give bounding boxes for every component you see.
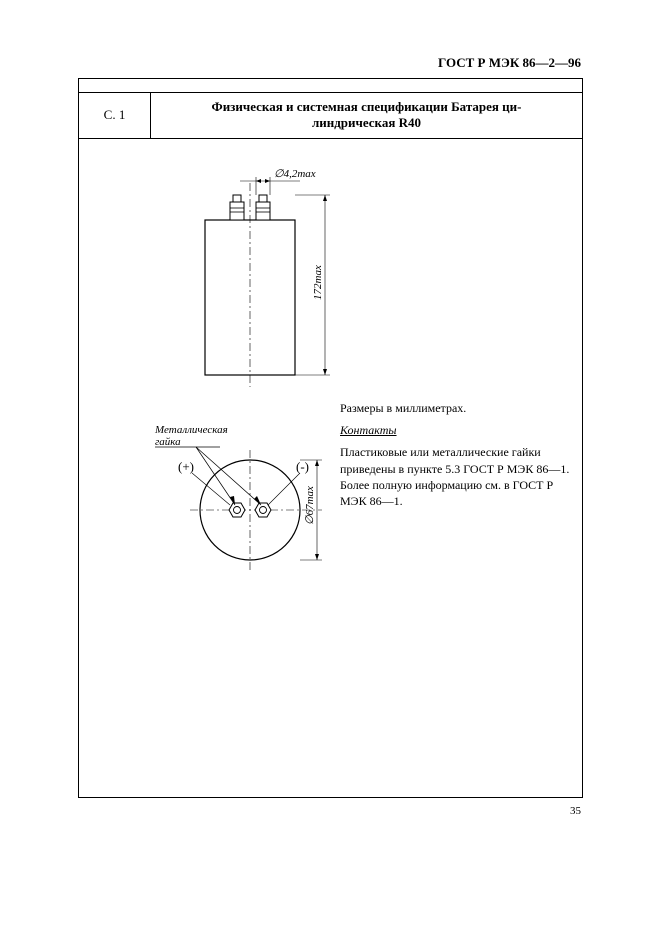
callout-label-2: гайка bbox=[155, 436, 181, 448]
dim-terminal-label: ∅4,2max bbox=[274, 168, 316, 180]
terminal-left bbox=[230, 195, 244, 220]
dim-diameter-label: ∅67max bbox=[304, 486, 316, 525]
title-cell: Физическая и системная спецификации Бата… bbox=[151, 93, 583, 139]
section-number-cell: С. 1 bbox=[79, 93, 151, 139]
page: ГОСТ Р МЭК 86—2—96 С. 1 Физическая и сис… bbox=[0, 0, 661, 935]
document-id: ГОСТ Р МЭК 86—2—96 bbox=[438, 55, 581, 71]
positive-label: (+) bbox=[178, 459, 194, 474]
dim-terminal-diameter: ∅4,2max bbox=[240, 168, 316, 195]
top-view: Металлическая гайка (+) (-) ∅67max bbox=[154, 424, 322, 570]
dim-height: 172max bbox=[295, 195, 330, 375]
terminal-right bbox=[256, 195, 270, 220]
title-block: С. 1 Физическая и системная спецификации… bbox=[78, 92, 583, 139]
units-note: Размеры в миллиметрах. bbox=[340, 400, 570, 416]
callout-label-1: Металлическая bbox=[154, 424, 228, 436]
dim-height-label: 172max bbox=[312, 265, 324, 300]
title-line-1: Физическая и системная спецификации Бата… bbox=[212, 99, 522, 114]
title-line-2: линдрическая R40 bbox=[312, 115, 421, 130]
terminal-top-right bbox=[255, 503, 271, 517]
page-number: 35 bbox=[570, 805, 581, 817]
contacts-body: Пластиковые или металлические гайки прив… bbox=[340, 444, 570, 509]
negative-label: (-) bbox=[296, 459, 309, 474]
terminal-top-left bbox=[229, 503, 245, 517]
notes-block: Размеры в миллиметрах. Контакты Пластико… bbox=[340, 400, 570, 515]
contacts-heading: Контакты bbox=[340, 422, 570, 438]
side-view: ∅4,2max 172max bbox=[205, 168, 330, 387]
